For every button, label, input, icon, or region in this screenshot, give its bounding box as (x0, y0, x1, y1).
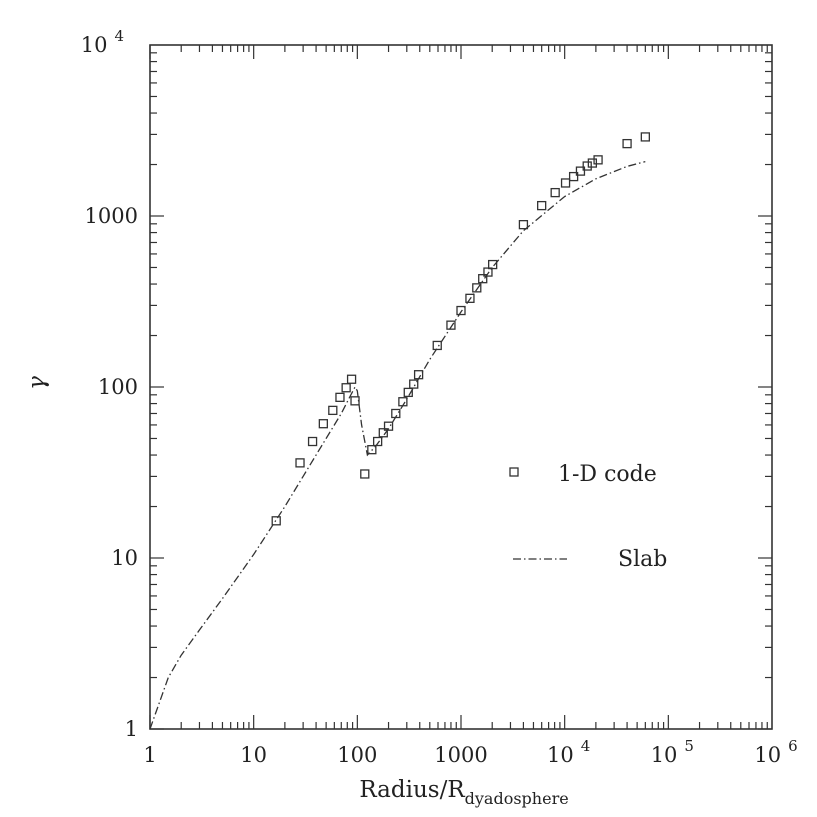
y-tick-labels: 1 10 100 1000 10 4 (81, 27, 138, 741)
data-point-1d-code (398, 397, 408, 407)
x-tick-label: 10 (240, 743, 267, 767)
x-tick-label: 100 (337, 743, 377, 767)
y-tick-label: 1 (125, 717, 138, 741)
data-point-1d-code (378, 428, 388, 438)
slab-series (149, 160, 646, 730)
data-point-1d-code (446, 320, 456, 330)
data-point-1d-code (350, 396, 360, 406)
slab-line (149, 160, 646, 730)
x-tick-label: 1000 (434, 743, 487, 767)
data-point-1d-code (560, 178, 571, 188)
1d-code-series (271, 132, 650, 526)
data-point-1d-code (582, 161, 592, 171)
data-point-1d-code (341, 383, 351, 393)
axis-ticks (149, 45, 772, 730)
legend: 1-D code Slab (509, 462, 667, 572)
data-point-1d-code (295, 458, 305, 468)
data-point-1d-code (478, 274, 488, 284)
data-point-1d-code (391, 408, 401, 419)
data-point-1d-code (587, 158, 598, 168)
data-point-1d-code (568, 171, 579, 182)
data-point-1d-code (518, 220, 529, 230)
x-axis-label: Radius/Rdyadosphere (359, 777, 568, 808)
data-point-1d-code (550, 187, 560, 198)
y-tick-label: 10 4 (81, 27, 124, 57)
data-point-1d-code (372, 436, 383, 447)
data-point-1d-code (472, 283, 482, 293)
legend-label-slab: Slab (618, 547, 667, 572)
y-axis-label: γ (24, 376, 50, 390)
x-tick-label: 10 6 (754, 737, 797, 767)
data-point-1d-code (346, 374, 357, 384)
legend-label-1d-code: 1-D code (558, 462, 657, 487)
data-point-1d-code (335, 392, 345, 402)
x-tick-label: 10 5 (651, 737, 694, 767)
data-point-1d-code (465, 293, 475, 303)
data-point-1d-code (537, 200, 547, 211)
data-point-1d-code (593, 155, 603, 165)
data-point-1d-code (456, 305, 466, 316)
y-tick-label: 1000 (85, 204, 138, 228)
data-point-1d-code (367, 445, 377, 455)
data-point-1d-code (413, 370, 424, 380)
data-point-1d-code (318, 419, 328, 429)
plot-frame (149, 44, 773, 730)
legend-marker-1d-code (509, 467, 519, 477)
data-point-1d-code (575, 166, 586, 176)
y-tick-label: 100 (98, 375, 138, 399)
data-point-1d-code (622, 138, 632, 149)
data-point-1d-code (271, 516, 281, 526)
data-point-1d-code (640, 132, 650, 142)
data-point-1d-code (328, 405, 338, 416)
data-point-1d-code (409, 379, 419, 389)
data-point-1d-code (432, 340, 442, 351)
x-tick-label: 1 (143, 743, 156, 767)
y-tick-label: 10 (111, 546, 138, 570)
data-point-1d-code (307, 436, 318, 447)
data-point-1d-code (360, 469, 370, 479)
data-point-1d-code (488, 259, 498, 270)
data-point-1d-code (483, 267, 493, 277)
data-point-1d-code (383, 421, 394, 431)
data-point-1d-code (403, 387, 413, 398)
x-tick-labels: 1 10 100 1000 10 4 10 5 10 6 (143, 737, 797, 767)
x-tick-label: 10 4 (547, 737, 590, 767)
